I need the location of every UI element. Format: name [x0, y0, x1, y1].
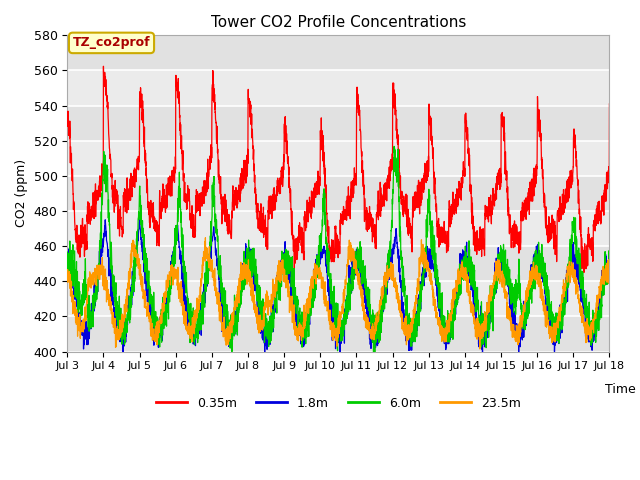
Y-axis label: CO2 (ppm): CO2 (ppm): [15, 159, 28, 228]
Bar: [67, 106, 609, 141]
Bar: [67, 316, 609, 351]
Text: TZ_co2prof: TZ_co2prof: [73, 36, 150, 49]
Bar: [67, 246, 609, 281]
Title: Tower CO2 Profile Concentrations: Tower CO2 Profile Concentrations: [211, 15, 466, 30]
X-axis label: Time: Time: [605, 383, 636, 396]
Bar: [67, 176, 609, 211]
Legend: 0.35m, 1.8m, 6.0m, 23.5m: 0.35m, 1.8m, 6.0m, 23.5m: [151, 392, 526, 415]
Bar: [67, 36, 609, 71]
